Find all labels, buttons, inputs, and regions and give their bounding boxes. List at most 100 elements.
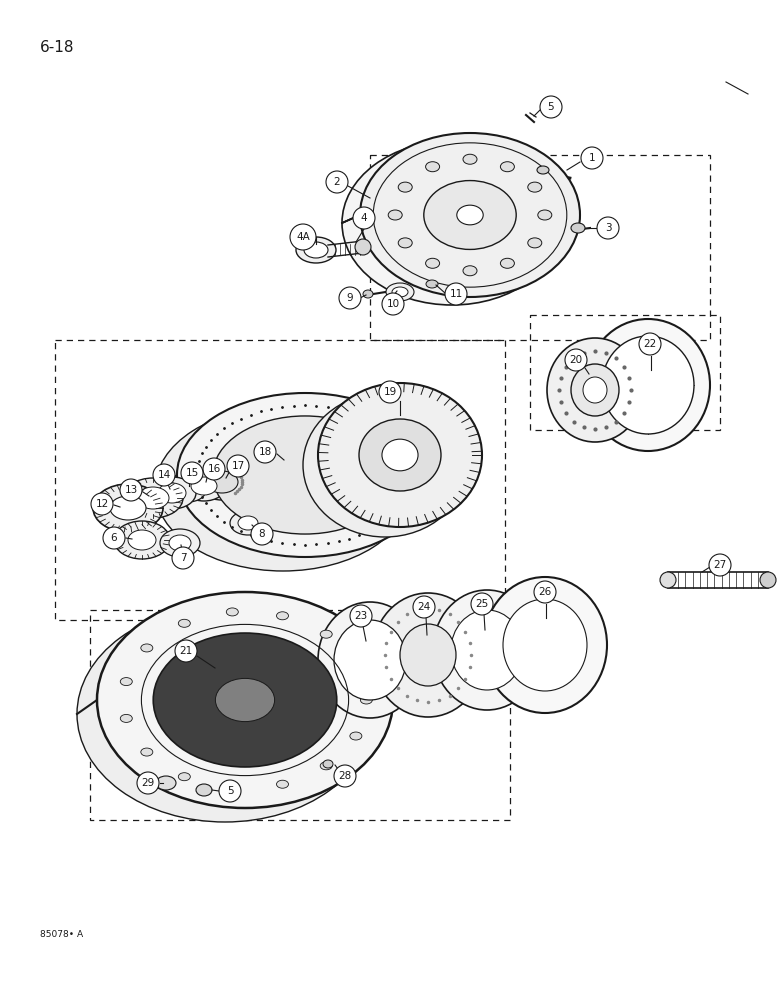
Circle shape bbox=[350, 605, 372, 627]
Circle shape bbox=[413, 596, 435, 618]
Ellipse shape bbox=[386, 283, 414, 301]
Ellipse shape bbox=[457, 205, 483, 225]
Text: 22: 22 bbox=[644, 339, 657, 349]
Text: 23: 23 bbox=[354, 611, 367, 621]
Ellipse shape bbox=[426, 280, 438, 288]
Circle shape bbox=[175, 640, 197, 662]
Ellipse shape bbox=[433, 590, 541, 710]
Text: 8: 8 bbox=[259, 529, 265, 539]
Ellipse shape bbox=[321, 762, 332, 770]
Ellipse shape bbox=[296, 237, 336, 263]
Ellipse shape bbox=[153, 633, 337, 767]
Ellipse shape bbox=[503, 599, 587, 691]
Text: 9: 9 bbox=[346, 293, 353, 303]
Ellipse shape bbox=[359, 419, 441, 491]
Ellipse shape bbox=[160, 529, 200, 557]
Ellipse shape bbox=[571, 223, 585, 233]
Text: 4: 4 bbox=[360, 213, 367, 223]
Ellipse shape bbox=[583, 377, 607, 403]
Ellipse shape bbox=[114, 521, 170, 559]
Circle shape bbox=[445, 283, 467, 305]
Ellipse shape bbox=[238, 516, 258, 530]
Ellipse shape bbox=[426, 162, 440, 172]
Ellipse shape bbox=[141, 748, 153, 756]
Ellipse shape bbox=[179, 773, 190, 781]
Ellipse shape bbox=[400, 624, 456, 686]
Text: 26: 26 bbox=[538, 587, 551, 597]
Ellipse shape bbox=[191, 477, 217, 495]
Text: 6-18: 6-18 bbox=[40, 40, 75, 55]
Text: 85078• A: 85078• A bbox=[40, 930, 83, 939]
Text: 25: 25 bbox=[475, 599, 488, 609]
Ellipse shape bbox=[213, 416, 397, 534]
Ellipse shape bbox=[226, 784, 239, 792]
Ellipse shape bbox=[501, 258, 514, 268]
Circle shape bbox=[120, 479, 142, 501]
Ellipse shape bbox=[123, 478, 183, 518]
Ellipse shape bbox=[137, 487, 169, 509]
Ellipse shape bbox=[355, 239, 371, 255]
Circle shape bbox=[382, 293, 404, 315]
Ellipse shape bbox=[196, 784, 212, 796]
Text: 18: 18 bbox=[258, 447, 271, 457]
Circle shape bbox=[227, 455, 249, 477]
Text: 15: 15 bbox=[186, 468, 199, 478]
Ellipse shape bbox=[350, 660, 362, 668]
Ellipse shape bbox=[141, 644, 153, 652]
Circle shape bbox=[379, 381, 401, 403]
Ellipse shape bbox=[537, 210, 551, 220]
Ellipse shape bbox=[148, 477, 196, 509]
Text: 4A: 4A bbox=[296, 232, 310, 242]
Ellipse shape bbox=[155, 407, 411, 571]
Text: 13: 13 bbox=[124, 485, 137, 495]
Ellipse shape bbox=[388, 210, 402, 220]
Ellipse shape bbox=[392, 287, 408, 297]
Circle shape bbox=[153, 464, 175, 486]
Circle shape bbox=[353, 207, 375, 229]
Ellipse shape bbox=[483, 577, 607, 713]
Ellipse shape bbox=[660, 572, 676, 588]
Circle shape bbox=[172, 547, 194, 569]
Ellipse shape bbox=[110, 496, 146, 520]
Circle shape bbox=[103, 527, 125, 549]
Circle shape bbox=[534, 581, 556, 603]
Ellipse shape bbox=[426, 258, 440, 268]
Ellipse shape bbox=[156, 776, 176, 790]
Ellipse shape bbox=[537, 166, 549, 174]
Ellipse shape bbox=[170, 478, 206, 502]
Text: 19: 19 bbox=[384, 387, 396, 397]
Ellipse shape bbox=[120, 714, 133, 722]
Ellipse shape bbox=[226, 608, 239, 616]
Ellipse shape bbox=[276, 612, 289, 620]
Ellipse shape bbox=[528, 182, 542, 192]
Text: 27: 27 bbox=[714, 560, 727, 570]
Ellipse shape bbox=[303, 393, 467, 537]
Text: 11: 11 bbox=[449, 289, 463, 299]
Circle shape bbox=[203, 458, 225, 480]
Text: 16: 16 bbox=[207, 464, 221, 474]
Text: 5: 5 bbox=[548, 102, 555, 112]
Text: 3: 3 bbox=[604, 223, 612, 233]
Ellipse shape bbox=[206, 471, 238, 493]
Text: 5: 5 bbox=[227, 786, 233, 796]
Circle shape bbox=[639, 333, 661, 355]
Circle shape bbox=[597, 217, 619, 239]
Ellipse shape bbox=[318, 383, 482, 527]
Ellipse shape bbox=[196, 464, 248, 500]
Ellipse shape bbox=[128, 530, 156, 550]
Ellipse shape bbox=[463, 154, 477, 164]
Ellipse shape bbox=[571, 364, 619, 416]
Text: 24: 24 bbox=[417, 602, 431, 612]
Circle shape bbox=[326, 171, 348, 193]
Text: 2: 2 bbox=[334, 177, 340, 187]
Circle shape bbox=[339, 287, 361, 309]
Circle shape bbox=[137, 772, 159, 794]
Ellipse shape bbox=[586, 319, 710, 451]
Ellipse shape bbox=[230, 511, 266, 535]
Ellipse shape bbox=[547, 338, 643, 442]
Text: 7: 7 bbox=[179, 553, 186, 563]
Circle shape bbox=[540, 96, 562, 118]
Circle shape bbox=[290, 224, 316, 250]
Ellipse shape bbox=[158, 483, 186, 503]
Ellipse shape bbox=[463, 266, 477, 276]
